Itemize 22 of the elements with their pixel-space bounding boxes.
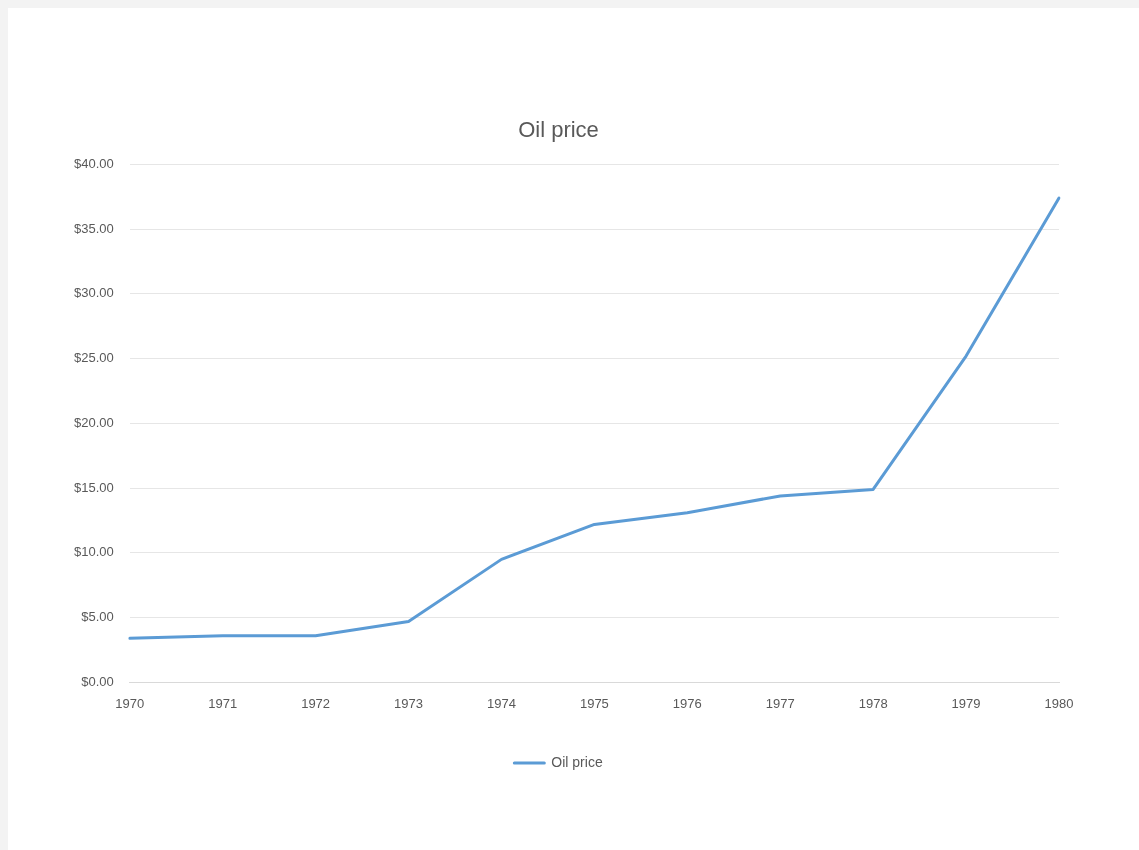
- legend-label: Oil price: [551, 753, 603, 770]
- y-tick-label: $35.00: [74, 220, 114, 236]
- x-tick-label: 1976: [672, 695, 702, 711]
- x-tick-label: 1970: [115, 695, 145, 711]
- y-tick-label: $40.00: [74, 155, 114, 171]
- chart-title: Oil price: [518, 117, 599, 143]
- x-tick-label: 1979: [951, 695, 981, 711]
- x-tick-label: 1977: [765, 695, 795, 711]
- x-tick-label: 1973: [394, 695, 423, 711]
- y-tick-label: $20.00: [74, 414, 114, 430]
- x-tick-label: 1975: [579, 695, 609, 711]
- y-tick-label: $15.00: [74, 479, 114, 495]
- y-tick-label: $0.00: [81, 673, 114, 689]
- y-tick-label: $5.00: [81, 609, 114, 625]
- y-tick-label: $30.00: [74, 285, 114, 301]
- x-tick-label: 1980: [1044, 695, 1074, 711]
- x-tick-label: 1978: [858, 695, 888, 711]
- x-tick-label: 1972: [301, 695, 331, 711]
- x-tick-label: 1974: [487, 695, 516, 711]
- y-tick-label: $25.00: [74, 350, 114, 366]
- x-tick-label: 1971: [208, 695, 238, 711]
- y-tick-label: $10.00: [74, 544, 114, 560]
